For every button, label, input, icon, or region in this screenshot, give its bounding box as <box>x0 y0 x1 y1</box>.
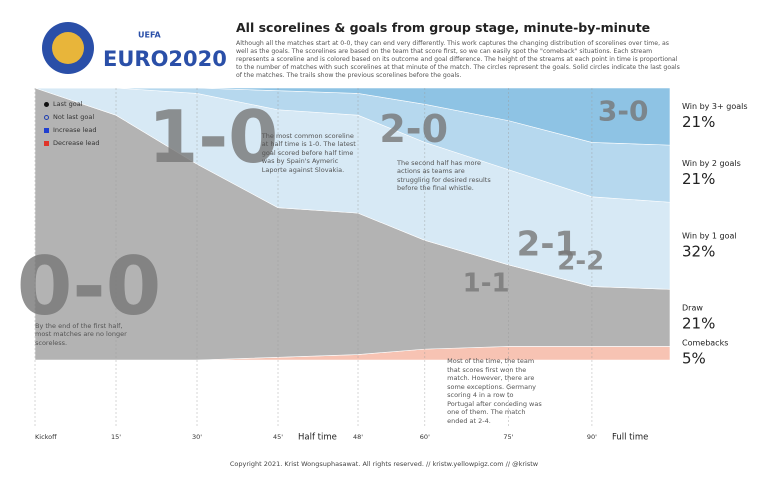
x-tick-label: 60' <box>420 433 430 441</box>
x-tick-label: 48' <box>353 433 363 441</box>
x-tick-label: 75' <box>503 433 513 441</box>
legend-item: Last goal <box>44 100 99 108</box>
scoreline-label: 3-0 <box>598 94 649 127</box>
logo-mark <box>52 32 84 64</box>
scoreline-label: 1-0 <box>148 95 278 179</box>
legend-swatch <box>44 114 49 120</box>
stream-share: 5% <box>682 350 706 368</box>
stream-name: Draw <box>682 303 703 312</box>
legend: Last goal Not last goal Increase lead Decre… <box>44 100 99 152</box>
stream-name: Comebacks <box>682 339 728 348</box>
annotation: The most common scoreline at half time i… <box>261 131 356 174</box>
x-tick-label: Kickoff <box>35 433 57 441</box>
logo-small: UEFA <box>138 31 162 40</box>
stream-share: 21% <box>682 113 715 131</box>
stream-share: 32% <box>682 242 715 260</box>
stream-name: Win by 2 goals <box>682 159 741 168</box>
x-tick-label: 45' <box>273 433 283 441</box>
x-tick-label: 15' <box>111 433 121 441</box>
legend-item: Not last goal <box>44 113 99 121</box>
annotation: The second half has more actions as team… <box>396 158 491 193</box>
x-tick-label: 30' <box>192 433 202 441</box>
subtitle: Although all the matches start at 0-0, t… <box>236 40 680 79</box>
period-label: Full time <box>612 433 648 443</box>
scoreline-label: 2-0 <box>379 107 448 151</box>
stream-share: 21% <box>682 170 715 188</box>
scoreline-label: 2-1 <box>517 224 578 264</box>
legend-label: Last goal <box>53 100 83 108</box>
stream-name: Win by 3+ goals <box>682 102 748 111</box>
stream-name: Win by 1 goal <box>682 231 737 240</box>
period-label: Half time <box>298 433 337 443</box>
logo-big: EURO2020 <box>103 47 227 71</box>
legend-swatch <box>44 127 49 133</box>
legend-swatch <box>44 101 49 107</box>
annotation: Most of the time, the team that scores f… <box>447 357 542 425</box>
title: All scorelines & goals from group stage,… <box>236 20 651 35</box>
scoreline-label: 0-0 <box>17 240 162 333</box>
annotation: By the end of the first half, most match… <box>35 321 127 347</box>
scoreline-label: 1-1 <box>463 268 510 298</box>
legend-label: Decrease lead <box>53 139 100 147</box>
legend-swatch <box>44 140 49 146</box>
stream-share: 21% <box>682 314 715 332</box>
footer: Copyright 2021. Krist Wongsuphasawat. Al… <box>229 460 539 468</box>
legend-item: Decrease lead <box>44 139 99 147</box>
legend-label: Increase lead <box>53 126 97 134</box>
legend-label: Not last goal <box>53 113 95 121</box>
scoreline-label: 2-2 <box>557 247 604 277</box>
x-tick-label: 90' <box>587 433 597 441</box>
stream <box>35 87 671 146</box>
legend-item: Increase lead <box>44 126 99 134</box>
